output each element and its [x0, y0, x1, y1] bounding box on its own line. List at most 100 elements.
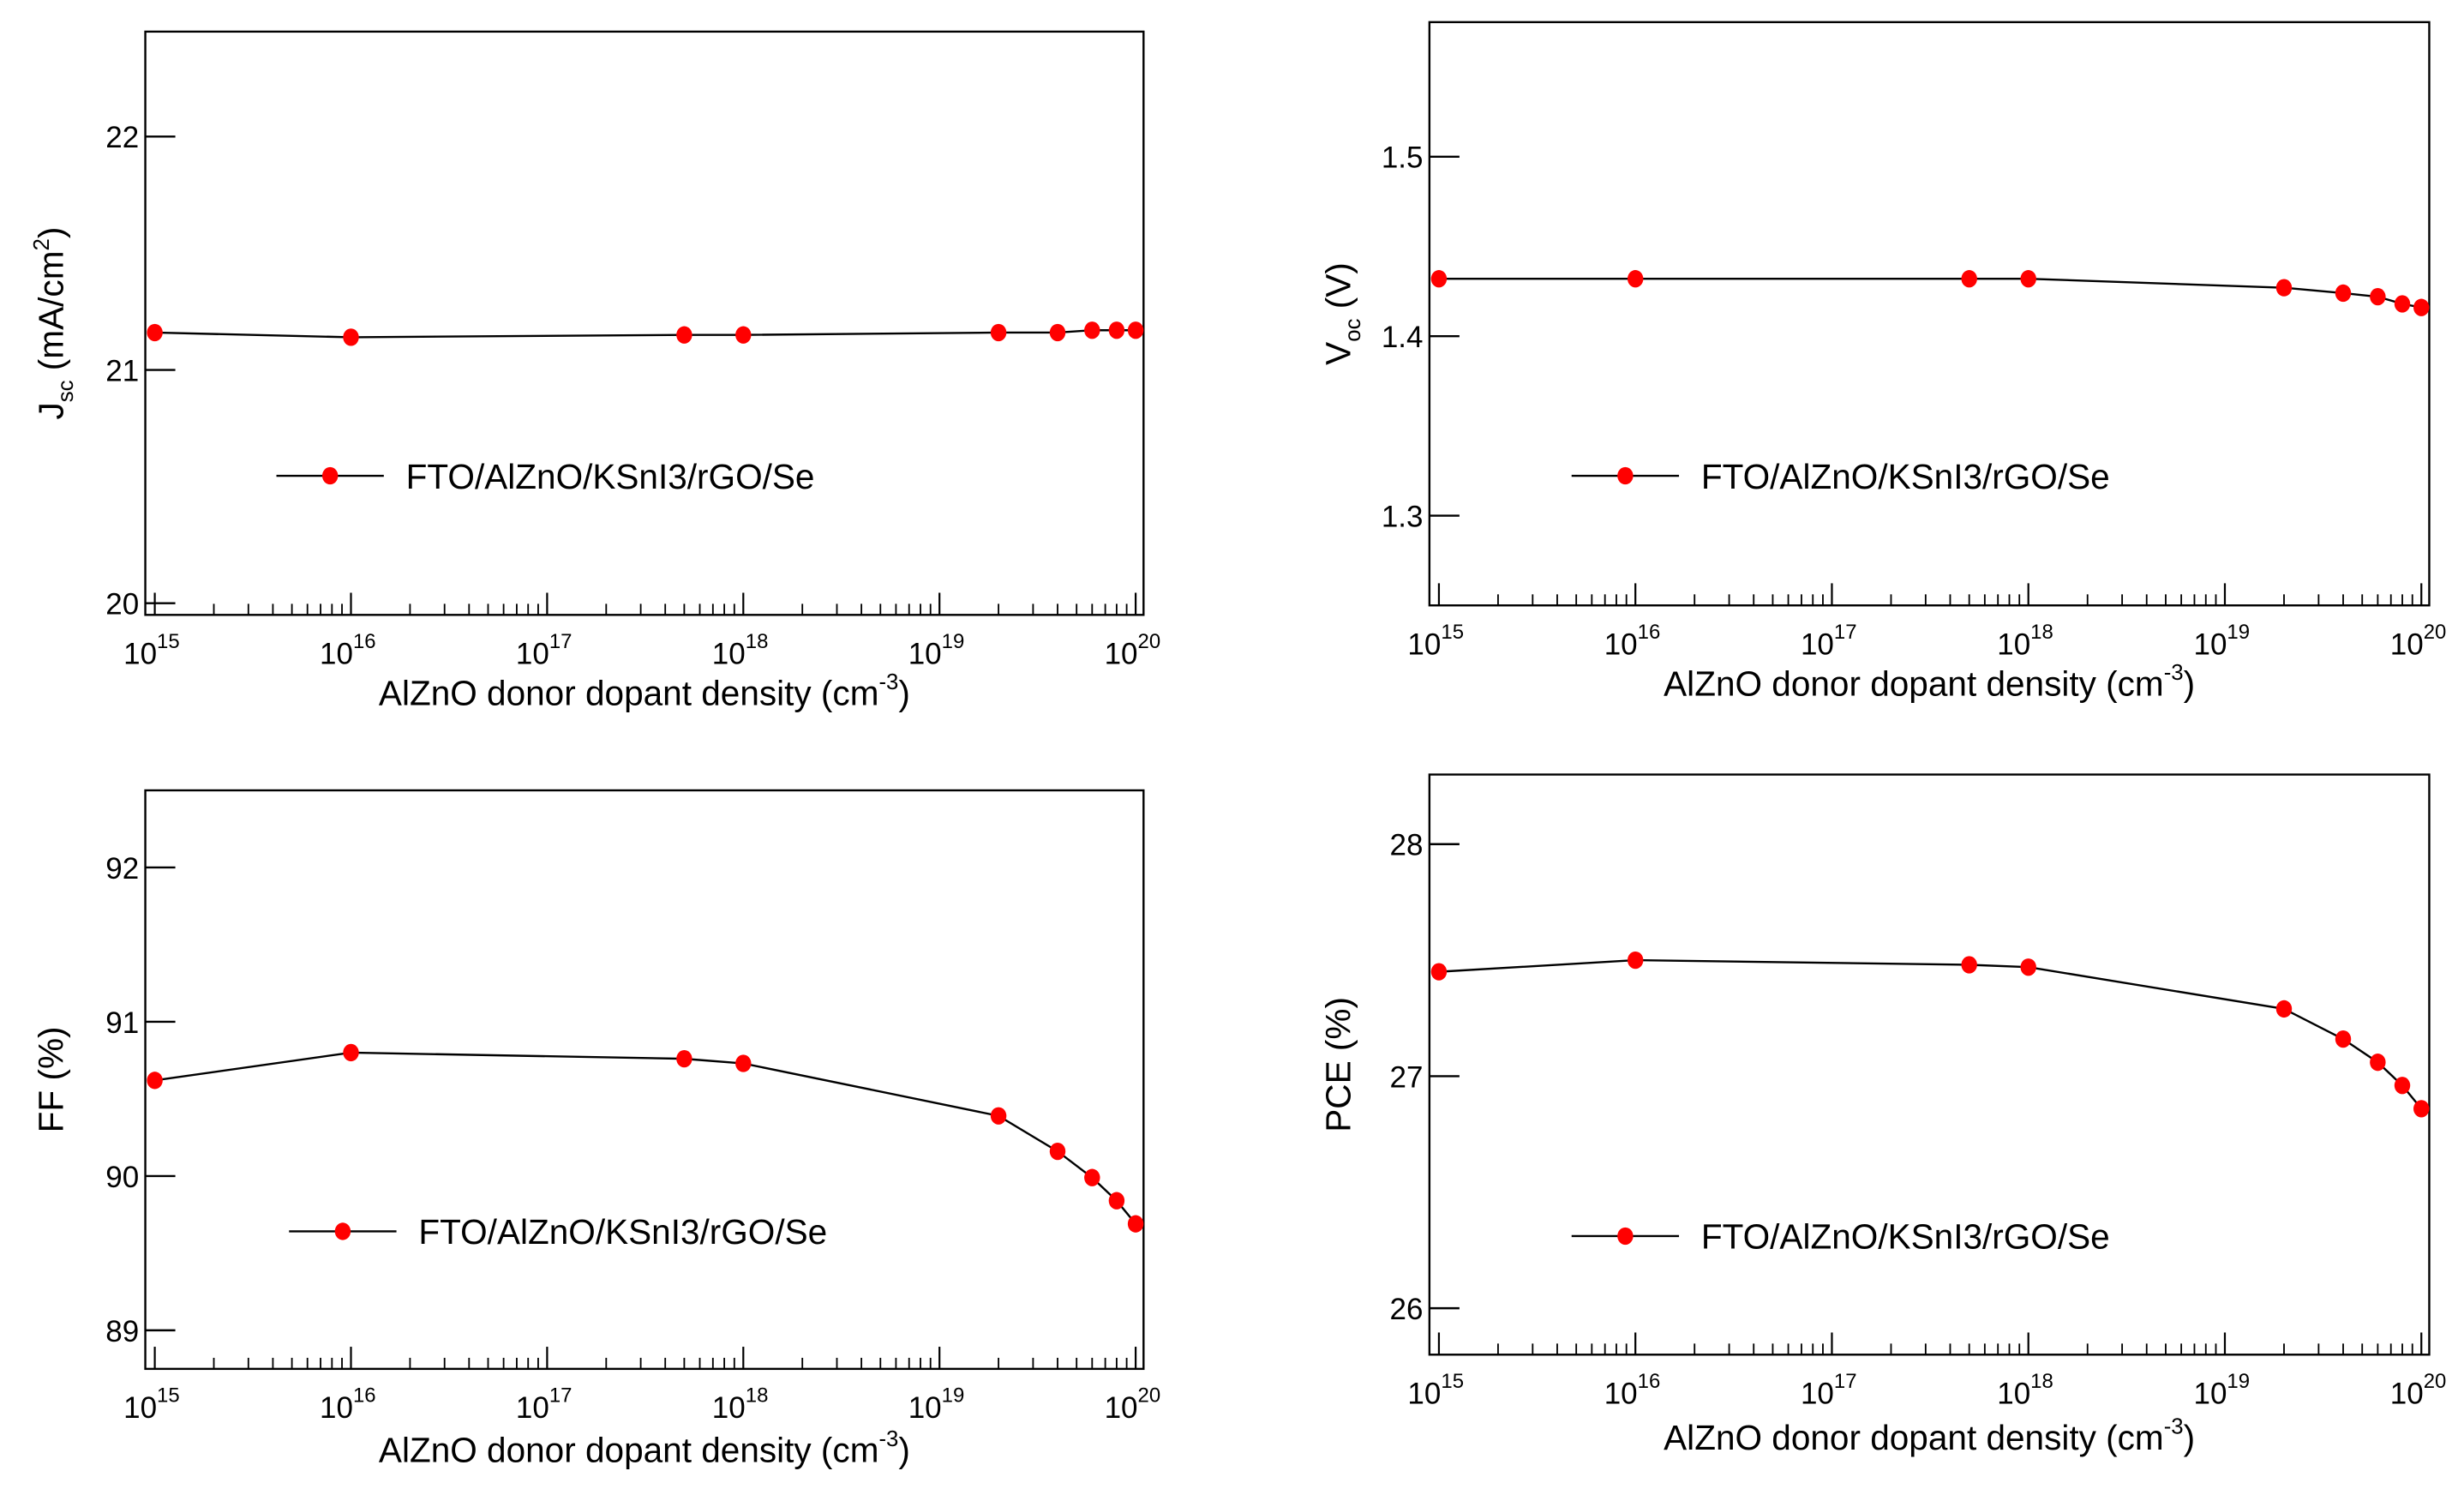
series-line — [154, 1051, 1137, 1225]
y-tick-label: 1.4 — [1382, 321, 1424, 354]
y-axis-label: Voc (V) — [1319, 262, 1365, 365]
legend: FTO/AlZnO/KSnI3/rGO/Se — [1571, 1217, 2110, 1257]
data-point-marker — [2413, 298, 2430, 316]
series-line — [1438, 958, 2423, 1110]
series-line — [154, 329, 1136, 339]
legend-marker-icon — [334, 1222, 351, 1240]
data-point-marker — [2370, 287, 2386, 306]
data-point-marker — [2394, 295, 2411, 313]
data-point-marker — [147, 323, 163, 342]
data-point-marker — [1430, 963, 1448, 981]
data-point-marker — [1084, 321, 1100, 339]
data-point-marker — [2020, 270, 2036, 288]
y-tick-label: 27 — [1390, 1060, 1424, 1094]
y-tick-label: 1.5 — [1382, 141, 1424, 175]
legend-label: FTO/AlZnO/KSnI3/rGO/Se — [418, 1212, 827, 1252]
data-point-marker — [2335, 1030, 2352, 1048]
y-axis-label: Jsc (mA/cm2) — [30, 227, 78, 420]
legend-label: FTO/AlZnO/KSnI3/rGO/Se — [1701, 1217, 2110, 1257]
y-tick-label: 20 — [105, 588, 139, 621]
data-point-marker — [1961, 956, 1977, 974]
y-tick-label: 89 — [105, 1315, 139, 1348]
x-tick-label: 1020 — [1105, 630, 1161, 670]
legend-label: FTO/AlZnO/KSnI3/rGO/Se — [1701, 457, 2110, 496]
plot-frame — [1428, 21, 2431, 607]
legend: FTO/AlZnO/KSnI3/rGO/Se — [289, 1212, 827, 1252]
legend-label: FTO/AlZnO/KSnI3/rGO/Se — [406, 457, 815, 496]
data-point-marker — [1127, 1215, 1144, 1233]
x-tick-label: 1018 — [1997, 1370, 2053, 1410]
x-tick-label: 1018 — [1997, 621, 2053, 661]
x-tick-label: 1016 — [1604, 621, 1661, 661]
panel-ff: 89 90 91 92 1015 1016 1017 1018 1019 1020 AlZnO do… — [32, 789, 1161, 1470]
x-tick-label: 1020 — [2390, 1370, 2447, 1410]
x-axis-label: AlZnO donor dopant density (cm-3) — [1664, 661, 2195, 703]
x-tick-label: 1016 — [1604, 1370, 1661, 1410]
x-tick-label: 1017 — [516, 630, 573, 670]
x-tick-label: 1015 — [123, 630, 180, 670]
panel-pce: 26 27 28 1015 1016 1017 1018 1019 1020 AlZnO dono… — [1319, 773, 2447, 1457]
panel-voc: 1.3 1.4 1.5 1015 1016 1017 1018 1019 1020 AlZnO d… — [1319, 21, 2447, 703]
y-tick-label: 28 — [1390, 829, 1424, 862]
x-tick-label: 1019 — [908, 630, 965, 670]
x-tick-label: 1017 — [1801, 621, 1857, 661]
y-axis-label: PCE (%) — [1319, 997, 1358, 1132]
legend-marker-icon — [1617, 1227, 1634, 1246]
data-point-marker — [2020, 958, 2036, 976]
x-tick-label: 1018 — [712, 630, 769, 670]
legend: FTO/AlZnO/KSnI3/rGO/Se — [1571, 457, 2110, 496]
panel-jsc: 20 21 22 1015 1016 1017 1018 1019 1020 AlZnO dono… — [30, 30, 1161, 712]
x-tick-label: 1018 — [712, 1384, 769, 1425]
data-point-marker — [1627, 951, 1644, 970]
data-point-marker — [2394, 1077, 2411, 1095]
x-tick-label: 1015 — [123, 1384, 180, 1425]
x-axis-label: AlZnO donor dopant density (cm-3) — [379, 1427, 910, 1469]
y-tick-label: 21 — [105, 354, 139, 387]
x-tick-label: 1019 — [2193, 1370, 2250, 1410]
x-tick-label: 1020 — [1105, 1384, 1161, 1425]
data-point-marker — [1127, 321, 1144, 339]
data-point-marker — [990, 323, 1007, 342]
data-point-marker — [1430, 270, 1448, 288]
data-point-marker — [735, 326, 752, 344]
legend: FTO/AlZnO/KSnI3/rGO/Se — [276, 457, 815, 496]
data-point-marker — [1627, 270, 1644, 288]
data-point-marker — [2275, 279, 2293, 297]
y-tick-label: 91 — [105, 1006, 139, 1040]
data-point-marker — [2370, 1054, 2386, 1072]
x-tick-label: 1017 — [516, 1384, 573, 1425]
y-tick-label: 26 — [1390, 1293, 1424, 1326]
data-point-marker — [990, 1107, 1007, 1125]
x-tick-label: 1016 — [320, 1384, 376, 1425]
y-tick-label: 90 — [105, 1161, 139, 1194]
x-axis-label: AlZnO donor dopant density (cm-3) — [1664, 1414, 2195, 1456]
data-point-marker — [735, 1054, 752, 1072]
legend-marker-icon — [321, 466, 339, 485]
plot-frame — [1428, 773, 2431, 1356]
data-point-marker — [343, 328, 359, 346]
data-point-marker — [147, 1072, 163, 1090]
data-point-marker — [343, 1043, 359, 1062]
data-point-marker — [2275, 1000, 2293, 1018]
data-point-marker — [1108, 1192, 1125, 1210]
plot-frame — [144, 789, 1145, 1371]
data-point-marker — [2335, 284, 2352, 303]
x-tick-label: 1015 — [1407, 1370, 1464, 1410]
data-point-marker — [1961, 270, 1977, 288]
x-axis-label: AlZnO donor dopant density (cm-3) — [379, 670, 910, 712]
data-point-marker — [1049, 323, 1066, 342]
x-tick-label: 1017 — [1801, 1370, 1857, 1410]
data-point-marker — [1108, 321, 1125, 339]
plot-frame — [144, 30, 1145, 616]
series-line — [1438, 278, 2422, 309]
legend-marker-icon — [1617, 466, 1634, 485]
y-tick-label: 92 — [105, 852, 139, 886]
x-tick-label: 1020 — [2390, 621, 2447, 661]
y-tick-label: 22 — [105, 121, 139, 154]
x-tick-label: 1016 — [320, 630, 376, 670]
y-axis-label: FF (%) — [32, 1026, 71, 1132]
x-tick-label: 1019 — [908, 1384, 965, 1425]
data-point-marker — [1049, 1142, 1066, 1161]
x-tick-label: 1015 — [1407, 621, 1464, 661]
